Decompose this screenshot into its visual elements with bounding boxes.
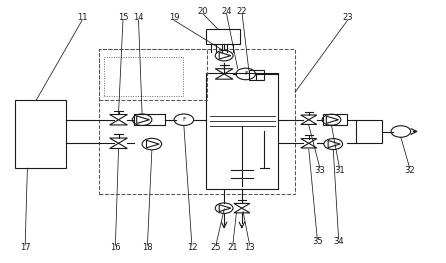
Bar bbox=[104, 57, 183, 96]
Text: 11: 11 bbox=[77, 13, 87, 22]
Text: 15: 15 bbox=[118, 13, 128, 22]
Text: 24: 24 bbox=[221, 7, 232, 16]
Text: 33: 33 bbox=[314, 166, 325, 175]
Bar bbox=[206, 73, 278, 189]
Text: 17: 17 bbox=[20, 244, 30, 252]
Text: F: F bbox=[244, 72, 248, 77]
Text: 19: 19 bbox=[169, 13, 179, 22]
Text: 21: 21 bbox=[227, 244, 238, 252]
Bar bbox=[323, 114, 347, 125]
Text: 25: 25 bbox=[211, 244, 221, 252]
Bar bbox=[99, 49, 295, 194]
Text: 22: 22 bbox=[237, 7, 248, 16]
Bar bbox=[15, 100, 66, 168]
Text: 16: 16 bbox=[110, 244, 121, 252]
Text: 31: 31 bbox=[334, 166, 345, 175]
Text: 32: 32 bbox=[405, 166, 415, 175]
Text: 12: 12 bbox=[186, 244, 197, 252]
Text: 34: 34 bbox=[333, 237, 344, 246]
Bar bbox=[99, 49, 207, 100]
Text: 23: 23 bbox=[342, 13, 353, 22]
Text: F: F bbox=[182, 117, 186, 122]
Bar bbox=[206, 29, 240, 44]
Text: 14: 14 bbox=[133, 13, 144, 22]
Bar bbox=[249, 70, 264, 80]
Text: 20: 20 bbox=[198, 7, 208, 16]
Text: 35: 35 bbox=[312, 237, 322, 246]
Text: 13: 13 bbox=[244, 244, 255, 252]
Bar bbox=[356, 120, 382, 143]
Text: 18: 18 bbox=[142, 244, 153, 252]
